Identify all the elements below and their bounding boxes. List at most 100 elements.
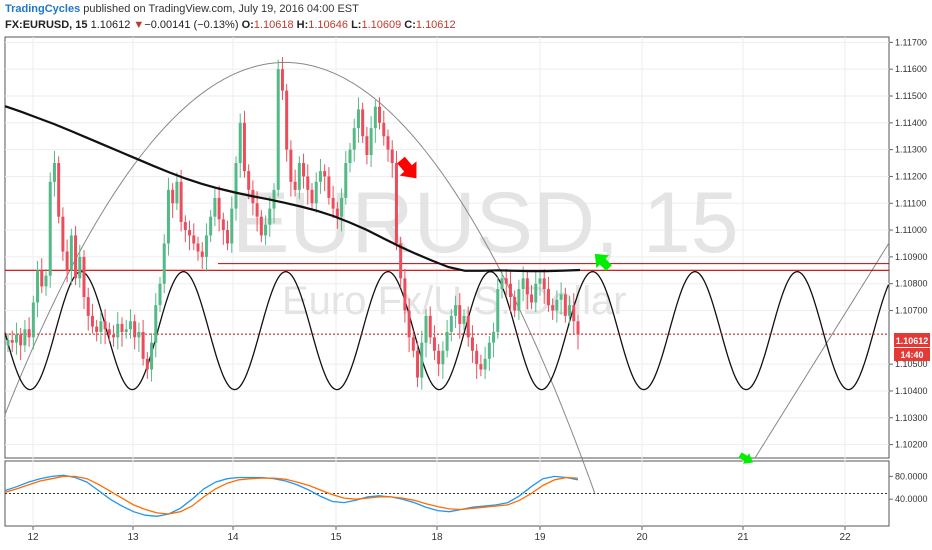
y-tick-label: 1.11200 — [895, 171, 927, 181]
candle-body — [576, 321, 580, 335]
candle-body — [99, 321, 103, 332]
y-tick-label: 1.10800 — [895, 279, 928, 289]
candle-body — [255, 203, 259, 217]
main-pane-frame — [4, 36, 890, 459]
candle-body — [280, 69, 284, 91]
candle-body — [386, 136, 390, 150]
candle-body — [213, 197, 217, 217]
x-tick-label: 15 — [330, 532, 342, 543]
candle-body — [546, 289, 550, 306]
candle-body — [496, 289, 500, 332]
candle-body — [449, 315, 453, 332]
candle-body — [247, 171, 251, 190]
candle-body — [563, 294, 567, 316]
candle-body — [78, 256, 82, 279]
publish-info: published on TradingView.com, July 19, 2… — [80, 3, 359, 15]
candle-body — [276, 69, 280, 190]
moving-average-line — [4, 105, 581, 273]
candle-body — [65, 251, 69, 271]
candle-body — [234, 163, 238, 209]
red-down-arrow-icon — [397, 156, 417, 179]
y-tick-label: 1.10500 — [895, 359, 928, 369]
publish-header: TradingCycles published on TradingView.c… — [5, 3, 359, 15]
stoch-tick-label: 40.0000 — [895, 494, 928, 504]
ohlc-legend: FX:EURUSD, 15 1.10612 ▼−0.00141 (−0.13%)… — [5, 19, 456, 31]
candle-body — [542, 278, 546, 290]
open-value: 1.10618 — [253, 19, 294, 31]
candle-body — [230, 208, 234, 244]
grid — [4, 36, 890, 527]
candle-body — [508, 283, 512, 298]
countdown-value: 14:40 — [900, 350, 923, 360]
candle-body — [289, 149, 293, 182]
candle-body — [90, 315, 94, 327]
last-price: 1.10612 — [90, 19, 131, 31]
candle-body — [420, 342, 424, 378]
candle-body — [69, 235, 73, 271]
x-tick-label: 12 — [27, 532, 39, 543]
x-tick-label: 21 — [737, 532, 749, 543]
candle-body — [500, 278, 504, 290]
candle-body — [470, 337, 474, 351]
y-tick-label: 1.10400 — [895, 386, 928, 396]
candle-body — [441, 350, 445, 365]
candle-body — [416, 350, 420, 378]
y-tick-label: 1.11500 — [895, 91, 927, 101]
price-badge-bg — [894, 333, 930, 347]
candle-body — [183, 222, 187, 231]
x-tick-label: 13 — [127, 532, 139, 543]
candle-body — [521, 278, 525, 290]
candle-body — [302, 163, 306, 177]
candle-body — [572, 305, 576, 322]
time-axis[interactable]: 12 13 14 15 18 19 20 21 22 — [27, 526, 851, 543]
y-tick-label: 1.10300 — [895, 413, 928, 423]
candle-body — [238, 122, 242, 164]
candle-body — [10, 340, 14, 343]
candle-body — [352, 128, 356, 150]
candle-body — [390, 149, 394, 164]
candle-body — [340, 197, 344, 217]
candle-body — [378, 106, 382, 123]
y-tick-label: 1.11600 — [895, 64, 927, 74]
candle-body — [272, 189, 276, 209]
down-arrow-icon: ▼ — [133, 19, 145, 31]
candle-body — [196, 243, 200, 252]
candle-body — [192, 235, 196, 244]
candle-body — [36, 270, 40, 303]
y-tick-label: 1.11400 — [895, 118, 927, 128]
candle-body — [137, 331, 141, 338]
author-name[interactable]: TradingCycles — [5, 3, 81, 15]
candle-body — [179, 181, 183, 223]
candle-body — [150, 342, 154, 370]
candle-body — [492, 331, 496, 343]
candle-body — [74, 235, 78, 279]
candle-body — [27, 329, 31, 338]
candle-body — [188, 230, 192, 236]
candle-body — [504, 278, 508, 284]
candle-body — [297, 163, 301, 190]
candle-body — [437, 350, 441, 365]
candle-body — [403, 278, 407, 311]
x-tick-label: 22 — [839, 532, 851, 543]
candle-body — [348, 149, 352, 164]
candle-body — [331, 197, 335, 209]
candle-body — [394, 163, 398, 244]
candle-body — [40, 270, 44, 287]
candle-body — [293, 181, 297, 190]
candle-body — [479, 364, 483, 370]
price-badge: 1.10612 14:40 — [894, 333, 930, 361]
candle-body — [166, 189, 170, 244]
candle-body — [107, 329, 111, 335]
green-up-arrow-icon — [594, 253, 612, 271]
candle-body — [327, 176, 331, 198]
candle-body — [158, 283, 162, 306]
y-tick-label: 1.11100 — [895, 198, 926, 208]
candle-body — [559, 294, 563, 300]
high-value: 1.10646 — [308, 19, 348, 31]
candle-body — [475, 350, 479, 365]
price-axis[interactable]: 1.11700 1.11600 1.11500 1.11400 1.11300 1.112… — [889, 37, 928, 450]
candle-body — [445, 331, 449, 351]
stochastic-pane: 80.0000 40.0000 — [4, 471, 928, 517]
candle-body — [454, 305, 458, 316]
